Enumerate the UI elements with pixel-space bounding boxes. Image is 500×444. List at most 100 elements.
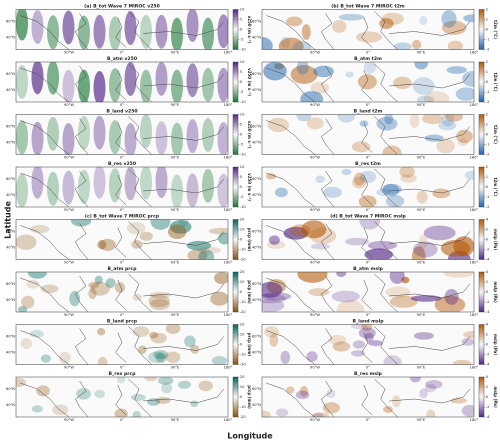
coastline (115, 384, 127, 416)
colorbar-tick-label: -5 (240, 38, 244, 42)
anomaly-field (20, 324, 228, 365)
colorbar-tick-label: 20 (240, 218, 245, 222)
anomaly-blob (214, 272, 228, 285)
anomaly-blob (322, 402, 340, 414)
anomaly-blob (381, 12, 404, 25)
coastline (321, 13, 335, 50)
colorbar-label: v250 (m s⁻¹) (247, 121, 252, 149)
coastline (115, 332, 127, 363)
anomaly-blob (40, 284, 59, 294)
anomaly-blob (345, 237, 369, 246)
lon-tick-label: 180° (470, 313, 479, 317)
anomaly-field (262, 272, 474, 312)
anomaly-blob (217, 173, 228, 207)
colorbar-tick-label: 2 (486, 113, 488, 117)
anomaly-blob (165, 351, 181, 363)
anomaly-blob (262, 281, 283, 298)
colorbar-tick-label: -2 (486, 153, 490, 157)
anomaly-blob (416, 95, 435, 102)
anomaly-blob (26, 279, 40, 289)
lat-tick-label: 60°N (252, 230, 261, 234)
anomaly-blob (124, 62, 137, 96)
map-frame (261, 166, 475, 208)
anomaly-blob (441, 114, 455, 127)
anomaly-blob (419, 388, 428, 399)
coastline (389, 336, 470, 351)
map-panel (15, 166, 229, 208)
lat-tick-label: 60°N (252, 387, 261, 391)
anomaly-blob (139, 231, 153, 242)
lon-tick-label: 90°W (310, 51, 320, 55)
coastline (374, 168, 398, 207)
map-background (262, 272, 474, 312)
anomaly-blob (178, 219, 189, 227)
anomaly-blob (351, 324, 367, 330)
anomaly-blob (30, 224, 50, 234)
lon-tick-label: 180° (224, 156, 233, 160)
lon-tick-label: 180° (224, 51, 233, 55)
map-background (16, 9, 228, 50)
anomaly-blob (332, 341, 351, 352)
panel-title: (c) B_tot Wave 7 MIROC prcp (85, 214, 160, 220)
colorbar-tick-label: 10 (240, 385, 245, 389)
coastline (389, 126, 470, 141)
anomaly-blob (463, 14, 474, 23)
anomaly-blob (155, 167, 168, 199)
coastline (266, 120, 316, 155)
map-background (16, 324, 228, 365)
anomaly-blob (97, 240, 107, 250)
map-panel (15, 61, 229, 103)
anomaly-blob (278, 37, 304, 50)
lon-tick-label: 180° (470, 208, 479, 212)
lat-tick-label: 40°N (6, 36, 15, 40)
anomaly-blob (16, 234, 37, 250)
anomaly-field (16, 167, 228, 207)
lon-tick-label: 0° (366, 103, 370, 107)
coastline (361, 332, 373, 363)
colorbar-tick-label: -10 (240, 100, 247, 104)
lon-tick-label: 90°E (417, 261, 426, 265)
anomaly-blob (389, 272, 405, 284)
colorbar-label: v250 (m s⁻¹) (247, 68, 252, 96)
lon-tick-label: 90°E (417, 313, 426, 317)
lat-tick-label: 60°N (6, 387, 15, 391)
colorbar-tick-label: 0 (240, 343, 243, 347)
anomaly-blob (88, 281, 100, 289)
lon-tick-label: 90°W (310, 366, 320, 370)
lat-tick-label: 40°N (252, 246, 261, 250)
anomaly-blob (140, 69, 152, 102)
panel-title: B_atm prcp (107, 266, 137, 272)
anomaly-blob (16, 120, 28, 155)
anomaly-blob (177, 380, 191, 389)
colorbar-label: mslp (Pa) (493, 386, 498, 408)
map-panel (261, 324, 475, 365)
lat-tick-label: 40°N (6, 351, 15, 355)
anomaly-blob (217, 14, 228, 49)
colorbar-tick-label: -10 (240, 300, 247, 304)
coastline (143, 126, 224, 141)
anomaly-blob (290, 65, 318, 84)
anomaly-blob (167, 224, 187, 240)
anomaly-blob (155, 352, 167, 363)
map-background (262, 324, 474, 365)
lat-tick-label: 60°N (6, 282, 15, 286)
coastline (389, 73, 470, 89)
lat-tick-label: 60°N (6, 177, 15, 181)
anomaly-blob (274, 187, 288, 198)
map-frame (261, 9, 475, 50)
coastline (266, 15, 316, 50)
panel-title: B_land v250 (106, 109, 137, 115)
anomaly-blob (187, 249, 208, 260)
coastline (266, 67, 316, 102)
coastline (374, 221, 398, 260)
lon-tick-label: 180° (470, 261, 479, 265)
colorbar-tick-label: 5 (240, 175, 242, 179)
lat-tick-label: 40°N (252, 403, 261, 407)
coastline (20, 382, 70, 417)
anomaly-blob (93, 14, 106, 49)
lon-tick-label: 90°W (64, 418, 74, 422)
anomaly-blob (70, 219, 92, 227)
lon-tick-label: 180° (224, 366, 233, 370)
coastline (361, 384, 373, 416)
colorbar-tick-label: -1 (486, 90, 490, 94)
